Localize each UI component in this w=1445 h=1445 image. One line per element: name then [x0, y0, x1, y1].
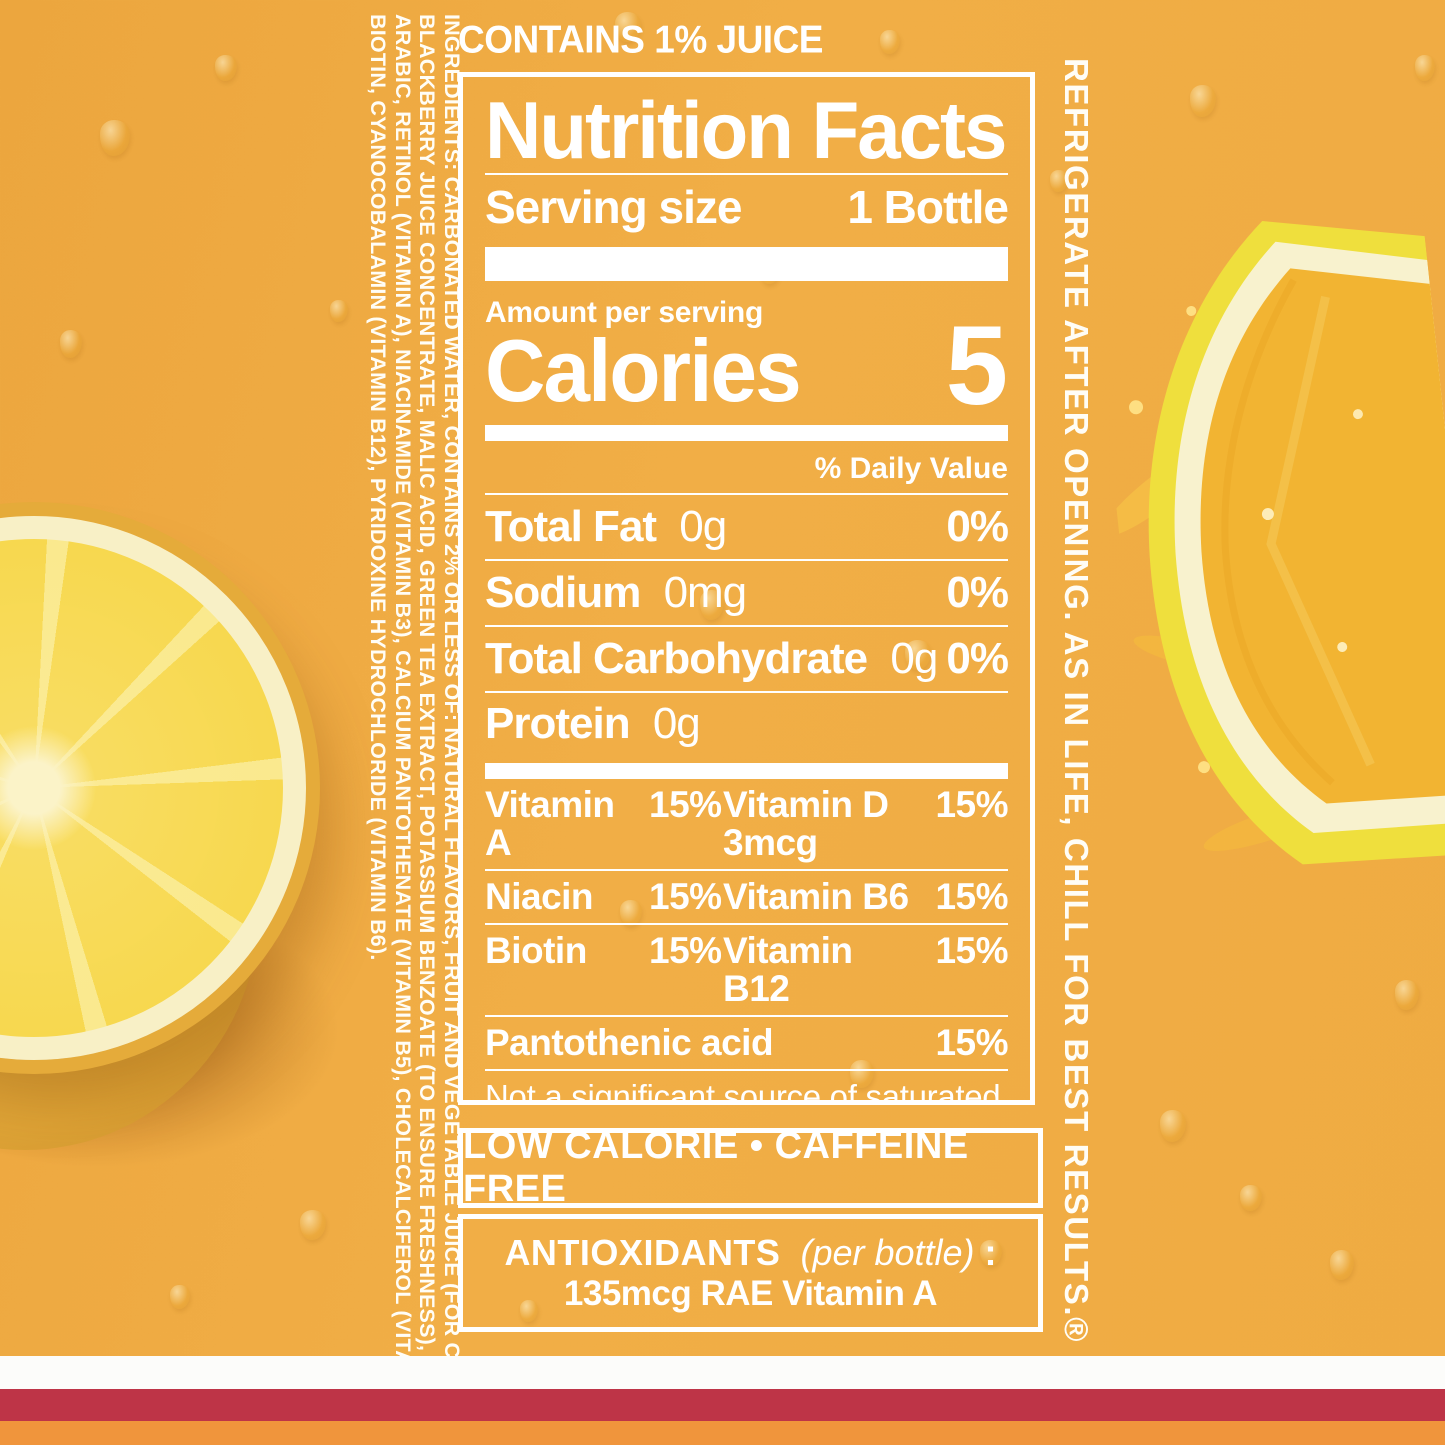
water-droplet: [215, 55, 237, 81]
ingredients-statement: INGREDIENTS: CARBONATED WATER, CONTAINS …: [366, 14, 464, 1445]
nutrient-amount: 0g: [679, 502, 727, 551]
nutrient-row: Total Carbohydrate 0g 0%: [485, 627, 1009, 693]
vitamin-row: Vitamin A 15% Vitamin D 3mcg 15%: [485, 779, 1009, 871]
nutrient-name: Sodium: [485, 568, 641, 617]
amount-per-serving-label: Amount per serving: [485, 296, 763, 329]
water-droplet: [100, 120, 130, 156]
antioxidants-colon: :: [984, 1232, 997, 1273]
vitamin-value: 15%: [649, 930, 722, 971]
water-droplet: [300, 1210, 326, 1240]
refrigerate-claim: REFRIGERATE AFTER OPENING. AS IN LIFE, C…: [1058, 58, 1095, 1344]
water-droplet: [880, 30, 900, 54]
nutrient-daily-value: 0%: [946, 502, 1009, 551]
calories-label: Calories: [485, 321, 802, 420]
vitamin-name: Pantothenic acid: [485, 1022, 774, 1063]
nutrient-name-amount: Total Fat 0g: [485, 502, 727, 551]
nutrient-row: Total Fat 0g 0%: [485, 495, 1009, 561]
antioxidants-label: ANTIOXIDANTS: [504, 1232, 781, 1273]
divider: [485, 493, 1008, 495]
water-droplet: [1190, 85, 1216, 117]
vitamin-row: Biotin 15% Vitamin B12 15%: [485, 925, 1009, 1017]
nutrient-name: Total Carbohydrate: [485, 634, 868, 683]
bottom-stripe-red: [0, 1389, 1445, 1421]
water-droplet: [1050, 170, 1068, 192]
ingredients-line: BLACKBERRY JUICE CONCENTRATE, MALIC ACID…: [415, 14, 440, 1445]
antioxidants-value: 135mcg RAE Vitamin A: [563, 1274, 938, 1313]
vitamin-value: 15%: [649, 784, 722, 825]
water-droplet: [850, 1060, 874, 1088]
water-droplet: [520, 1300, 538, 1322]
vitamin-value: 15%: [649, 876, 722, 917]
vitamin-name: Vitamin A: [485, 784, 615, 863]
contains-juice-claim: CONTAINS 1% JUICE: [458, 18, 824, 62]
water-droplet: [620, 900, 642, 926]
vitamin-name: Niacin: [485, 876, 594, 917]
nutrient-amount: 0g: [890, 634, 938, 683]
bottom-stripe-white: [0, 1356, 1445, 1389]
divider: [485, 173, 1008, 175]
nutrient-row: Protein 0g: [485, 693, 1008, 747]
vitamin-name: Vitamin D 3mcg: [723, 784, 889, 863]
vitamin-name: Vitamin B6: [723, 876, 909, 917]
nutrient-name: Protein: [485, 699, 631, 748]
ingredients-line: BIOTIN, CYANOCOBALAMIN (VITAMIN B12), PY…: [366, 14, 391, 961]
vitamin-row: Pantothenic acid 15%: [485, 1017, 1009, 1071]
water-droplet: [700, 590, 724, 620]
daily-value-header: % Daily Value: [814, 452, 1008, 485]
serving-size-value: 1 Bottle: [847, 181, 1009, 233]
vitamin-row: Niacin 15% Vitamin B6 15%: [485, 871, 1009, 925]
water-droplet: [1160, 1110, 1186, 1142]
water-droplet: [980, 1240, 1002, 1266]
vitamin-name: Biotin: [485, 930, 587, 971]
water-droplet: [60, 330, 82, 358]
water-droplet: [330, 300, 348, 322]
water-droplet: [1240, 1185, 1262, 1211]
calories-value: 5: [945, 303, 1008, 428]
water-droplet: [615, 12, 641, 42]
nutrient-row: Sodium 0mg 0%: [485, 561, 1009, 627]
nutrient-name: Total Fat: [485, 502, 657, 551]
serving-size-row: Serving size 1 Bottle: [485, 181, 1009, 233]
nutrient-amount: 0g: [652, 699, 701, 748]
nutrient-daily-value: 0%: [946, 568, 1009, 617]
antioxidants-box: ANTIOXIDANTS (per bottle) : 135mcg RAE V…: [458, 1214, 1043, 1332]
antioxidants-qualifier: (per bottle): [800, 1232, 975, 1273]
nutrition-footnote: Not a significant source of saturated fa…: [485, 1078, 1001, 1105]
nutrient-name-amount: Sodium 0mg: [485, 568, 748, 617]
water-droplet: [905, 640, 931, 670]
divider-medium: [485, 763, 1008, 779]
vitamin-value: 15%: [935, 1022, 1008, 1063]
vitamin-value: 15%: [935, 930, 1008, 971]
nutrient-name-amount: Total Carbohydrate 0g: [485, 634, 938, 683]
lemon-wedge-image: [1102, 221, 1445, 865]
water-droplet: [1395, 980, 1419, 1010]
nutrient-daily-value: 0%: [946, 634, 1009, 683]
nutrition-facts-title: Nutrition Facts: [485, 83, 1007, 176]
nutrient-amount: 0mg: [663, 568, 748, 617]
water-droplet: [1330, 1250, 1354, 1280]
calories-row: Calories 5: [485, 310, 1008, 422]
vitamin-value: 15%: [935, 876, 1008, 917]
lemon-slice-face: [0, 516, 306, 1060]
nutrient-name-amount: Protein 0g: [485, 699, 701, 748]
bottom-stripe-orange: [0, 1421, 1445, 1445]
vitamin-value: 15%: [935, 784, 1008, 825]
nutrition-facts-panel: Nutrition Facts Serving size 1 Bottle Am…: [458, 72, 1035, 1105]
ingredients-line: ARABIC, RETINOL (VITAMIN A), NIACINAMIDE…: [390, 14, 415, 1445]
serving-size-label: Serving size: [485, 181, 742, 233]
vitamin-name: Vitamin B12: [723, 930, 853, 1009]
divider-medium: [485, 425, 1008, 441]
low-calorie-caffeine-free-box: LOW CALORIE • CAFFEINE FREE: [458, 1125, 1043, 1210]
divider-thick: [485, 247, 1008, 281]
antioxidants-heading: ANTIOXIDANTS (per bottle) :: [504, 1232, 996, 1274]
water-droplet: [1415, 55, 1435, 81]
water-droplet: [170, 1285, 190, 1309]
